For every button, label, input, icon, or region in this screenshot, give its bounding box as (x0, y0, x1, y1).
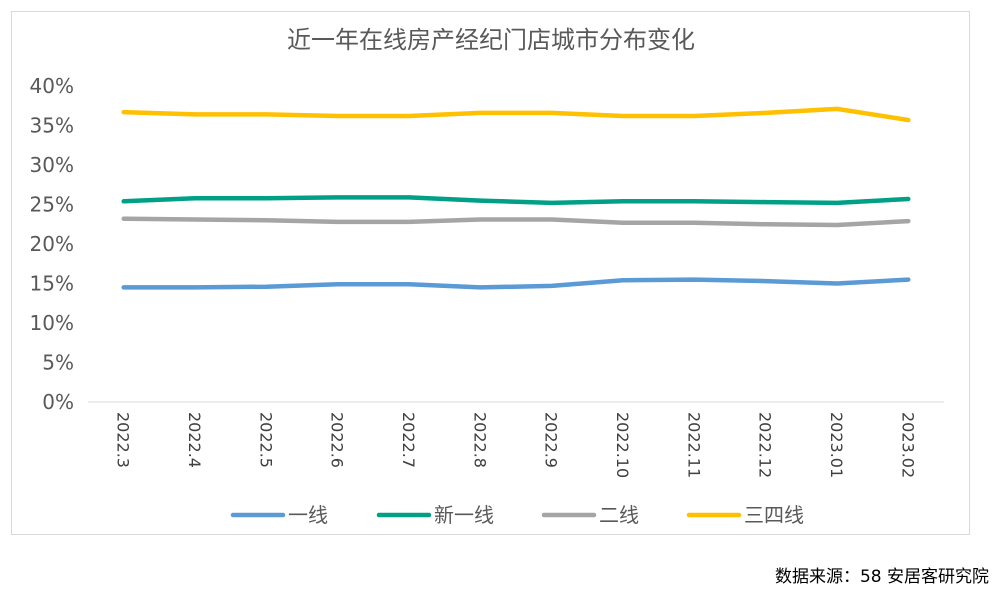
legend-label: 二线 (599, 503, 639, 527)
x-tick-label: 2022.3 (114, 412, 133, 468)
chart-title: 近一年在线房产经纪门店城市分布变化 (287, 26, 695, 54)
series-line (121, 195, 911, 206)
source-note: 数据来源：58 安居客研究院 (774, 567, 989, 587)
x-tick-label: 2022.6 (328, 412, 347, 468)
y-tick-label: 0% (42, 390, 74, 414)
y-axis: 0% 5% 10% 15% 20% 25% 30% 35% 40% (30, 74, 74, 414)
series-line (121, 106, 911, 123)
legend-label: 一线 (288, 503, 328, 527)
x-tick-label: 2022.7 (399, 412, 418, 468)
y-tick-label: 5% (42, 351, 74, 375)
x-tick-label: 2023.01 (827, 412, 846, 478)
y-tick-label: 20% (30, 232, 74, 256)
x-tick-label: 2022.10 (613, 412, 632, 478)
x-tick-label: 2022.11 (684, 412, 703, 478)
series-lines (121, 106, 911, 290)
x-tick-label: 2022.8 (470, 412, 489, 468)
x-tick-label: 2022.5 (256, 412, 275, 468)
y-tick-label: 25% (30, 193, 74, 217)
y-tick-label: 15% (30, 272, 74, 296)
y-tick-label: 35% (30, 114, 74, 138)
y-tick-label: 10% (30, 311, 74, 335)
y-tick-label: 30% (30, 153, 74, 177)
x-tick-label: 2023.02 (898, 412, 917, 478)
series-line (121, 216, 911, 228)
legend-label: 三四线 (744, 503, 804, 527)
line-chart: 近一年在线房产经纪门店城市分布变化 0% 5% 10% 15% 20% 25% 30% 35%… (30, 26, 944, 527)
x-axis: 2022.3 2022.4 2022.5 2022.6 2022.7 2022.8 2022… (88, 401, 944, 478)
y-tick-label: 40% (30, 74, 74, 98)
chart-area: 近一年在线房产经纪门店城市分布变化 0% 5% 10% 15% 20% 25% 30% 35%… (11, 11, 970, 535)
series-line (121, 277, 911, 290)
x-tick-label: 2022.4 (185, 412, 204, 468)
legend: 一线 新一线 二线 三四线 (230, 503, 804, 527)
legend-label: 新一线 (434, 503, 494, 527)
x-tick-label: 2022.12 (756, 412, 775, 478)
x-tick-label: 2022.9 (542, 412, 561, 468)
